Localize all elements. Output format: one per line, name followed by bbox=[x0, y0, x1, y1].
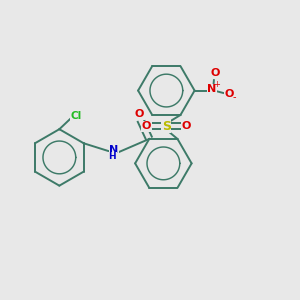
Text: Cl: Cl bbox=[70, 111, 81, 121]
Text: O: O bbox=[211, 68, 220, 78]
Text: +: + bbox=[213, 80, 220, 89]
Text: O: O bbox=[141, 121, 151, 131]
Text: S: S bbox=[162, 120, 171, 133]
Text: N: N bbox=[109, 145, 119, 155]
Text: N: N bbox=[207, 84, 216, 94]
Text: H: H bbox=[108, 152, 116, 161]
Text: -: - bbox=[232, 92, 236, 102]
Text: O: O bbox=[135, 109, 144, 119]
Text: O: O bbox=[224, 88, 234, 98]
Text: O: O bbox=[182, 121, 191, 131]
